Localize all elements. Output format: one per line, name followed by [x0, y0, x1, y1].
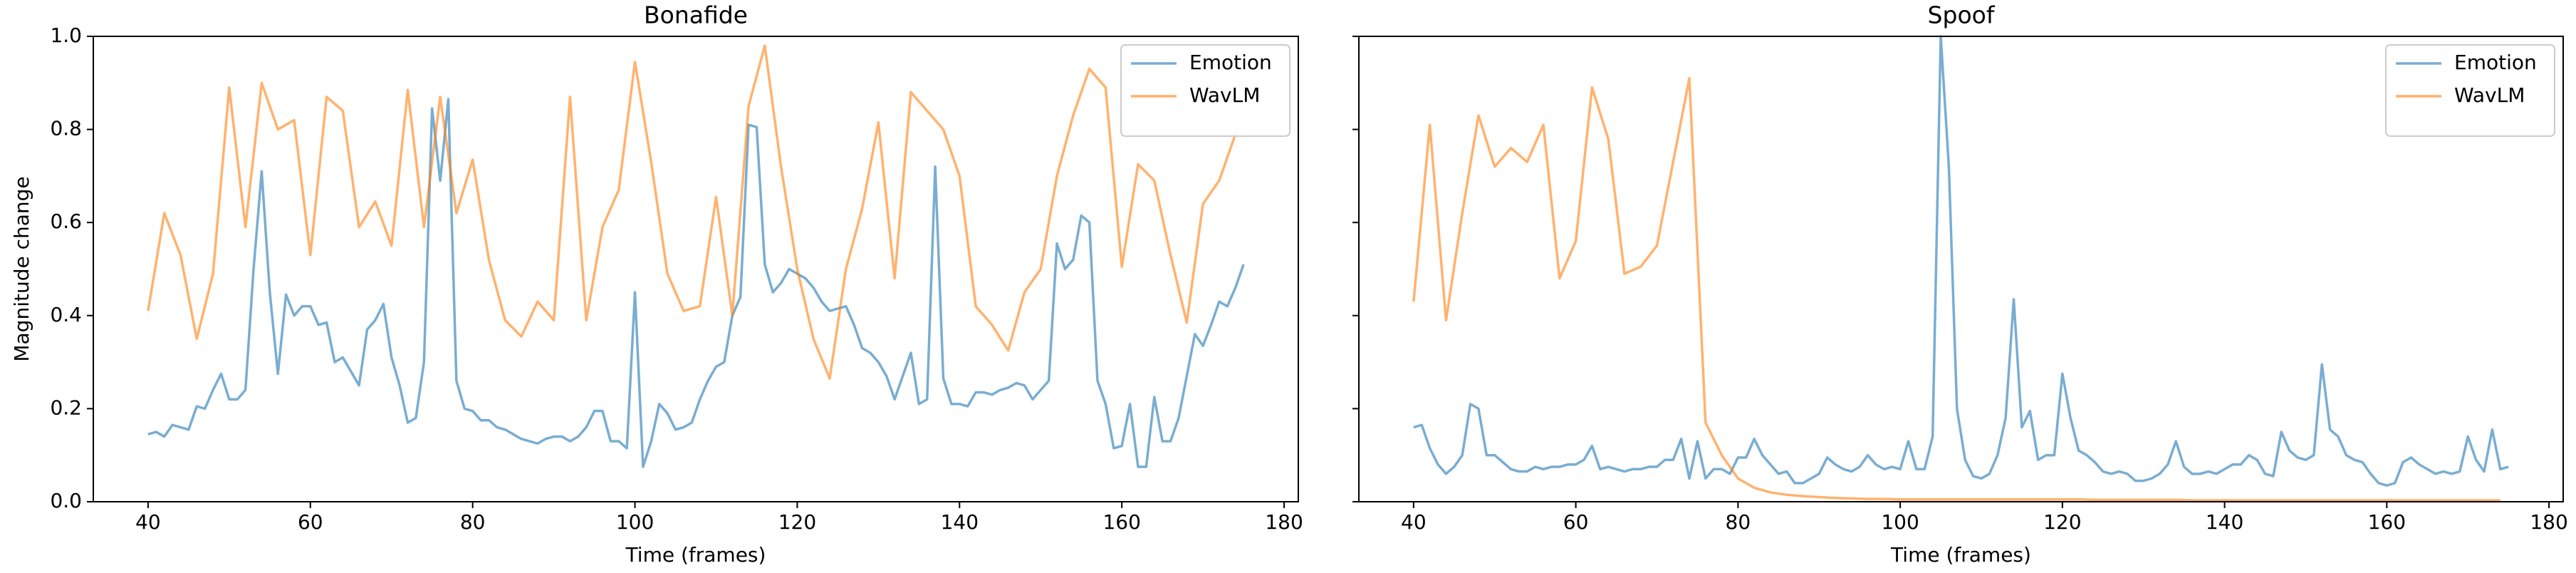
- x-tick-label: 160: [2368, 510, 2406, 534]
- x-tick-label: 60: [298, 510, 323, 534]
- chart-title: Spoof: [1928, 1, 1996, 29]
- x-tick-label: 180: [2530, 510, 2567, 534]
- series-line: [1413, 35, 2509, 487]
- legend-box: [1120, 44, 1290, 137]
- x-tick-label: 140: [941, 510, 979, 534]
- y-tick-label: 0.6: [50, 210, 82, 233]
- x-tick-label: 80: [1726, 510, 1751, 534]
- chart-title: Bonafide: [644, 1, 748, 29]
- y-tick-label: 0.4: [50, 303, 82, 326]
- y-tick-label: 0.8: [50, 117, 82, 140]
- axes-frame: [93, 36, 1299, 502]
- legend-box: [2385, 44, 2555, 137]
- x-tick-label: 120: [778, 510, 816, 534]
- series-line: [1412, 77, 2501, 502]
- legend-label: Emotion: [2454, 51, 2537, 74]
- legend-label: Emotion: [1189, 51, 1272, 74]
- x-axis-label: Time (frames): [625, 543, 766, 567]
- x-tick-label: 100: [616, 510, 654, 534]
- x-tick-label: 80: [460, 510, 486, 534]
- x-tick-label: 180: [1265, 510, 1303, 534]
- y-axis-label: Magnitude change: [10, 176, 33, 361]
- y-tick-label: 1.0: [50, 24, 82, 47]
- y-tick-label: 0.2: [50, 396, 82, 419]
- x-tick-label: 40: [135, 510, 161, 534]
- x-tick-label: 160: [1102, 510, 1140, 534]
- x-tick-label: 100: [1881, 510, 1919, 534]
- x-tick-label: 140: [2206, 510, 2243, 534]
- legend-label: WavLM: [1189, 83, 1260, 107]
- y-tick-label: 0.0: [50, 489, 82, 512]
- series-line: [147, 98, 1245, 468]
- legend-label: WavLM: [2454, 83, 2525, 107]
- x-tick-label: 60: [1563, 510, 1589, 534]
- axes-frame: [1358, 36, 2564, 502]
- x-tick-label: 120: [2043, 510, 2081, 534]
- x-axis-label: Time (frames): [1890, 543, 2031, 567]
- series-line: [147, 44, 1237, 380]
- x-tick-label: 40: [1401, 510, 1427, 534]
